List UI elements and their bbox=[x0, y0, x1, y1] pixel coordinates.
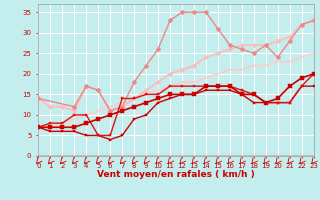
X-axis label: Vent moyen/en rafales ( km/h ): Vent moyen/en rafales ( km/h ) bbox=[97, 170, 255, 179]
